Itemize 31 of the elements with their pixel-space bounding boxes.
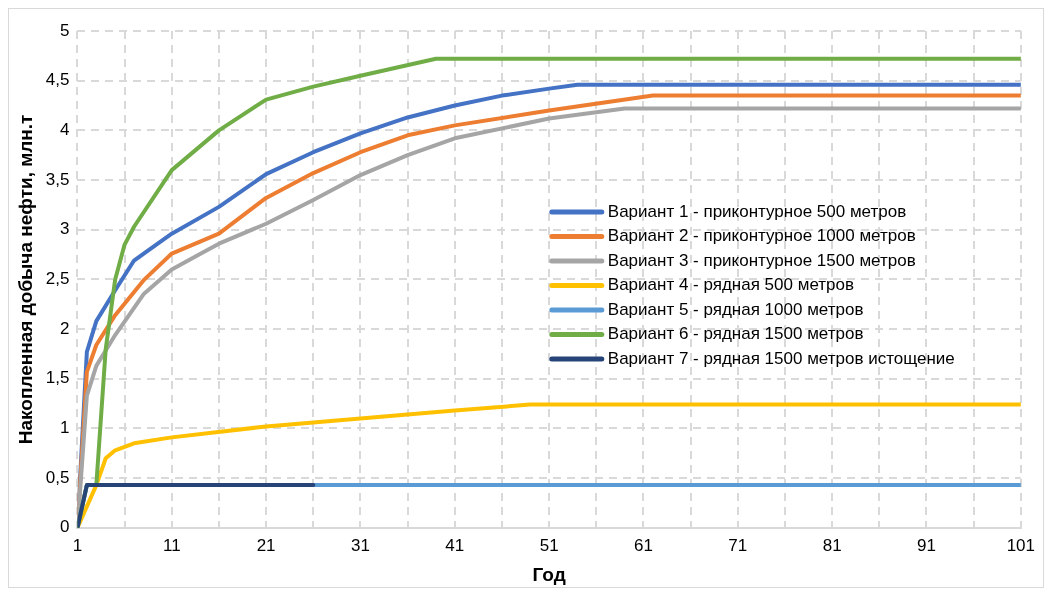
legend-label: Вариант 1 - приконтурное 500 метров [607,201,907,221]
y-tick-label: 2 [59,318,70,338]
x-tick-label: 71 [728,535,748,555]
x-tick-label: 11 [162,535,181,555]
y-tick-label: 4 [59,120,70,140]
legend-label: Вариант 6 - рядная 1500 метров [607,324,864,344]
y-tick-label: 1 [59,418,70,438]
x-axis-title: Год [532,563,566,585]
y-tick-label: 0,5 [45,467,70,487]
x-tick-label: 31 [350,535,370,555]
legend-label: Вариант 2 - приконтурное 1000 метров [607,226,916,246]
x-tick-label: 91 [917,535,936,555]
y-tick-label: 3 [59,219,70,239]
y-tick-label: 2,5 [45,269,70,289]
y-tick-label: 3,5 [45,169,70,189]
x-tick-label: 1 [72,535,83,555]
x-tick-label: 41 [445,535,465,555]
y-tick-label: 4,5 [45,70,70,90]
y-tick-label: 5 [59,20,70,40]
x-tick-label: 61 [634,535,653,555]
legend-label: Вариант 5 - рядная 1000 метров [607,299,864,319]
y-axis-title: Накопленная добыча нефти, млн.т [14,114,36,445]
x-tick-label: 101 [1006,535,1036,555]
x-tick-label: 81 [822,535,842,555]
y-tick-label: 0 [59,517,70,537]
x-tick-label: 21 [256,535,276,555]
legend-label: Вариант 3 - приконтурное 1500 метров [607,250,916,270]
legend-label: Вариант 7 - рядная 1500 метров истощение [607,348,955,368]
legend-label: Вариант 4 - рядная 500 метров [607,275,855,295]
x-tick-label: 51 [539,535,559,555]
y-tick-label: 1,5 [45,368,70,388]
